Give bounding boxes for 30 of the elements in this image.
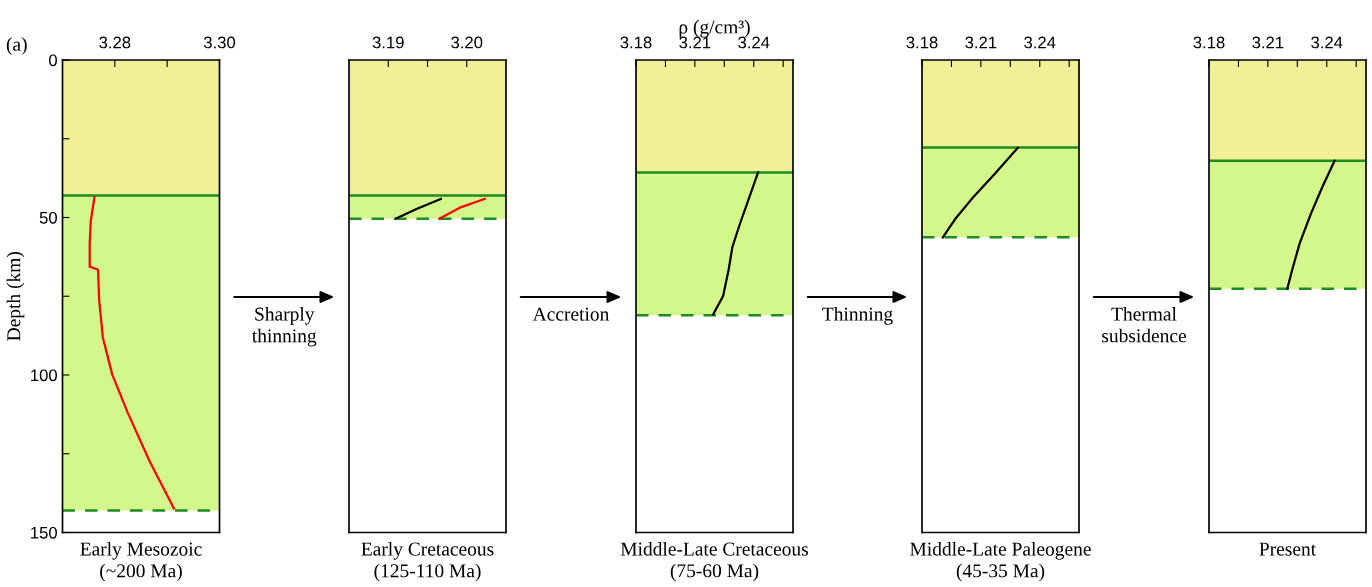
y-tick-label: 0 — [49, 54, 57, 67]
y-tick-label: 150 — [31, 526, 57, 539]
y-axis-title: Depth (km) — [6, 252, 25, 341]
text: Present — [1259, 542, 1317, 556]
x-tick-label: 3.21 — [679, 36, 711, 49]
text: Early Mesozoic (~200 Ma) — [80, 541, 202, 582]
x-tick-label: 3.28 — [99, 36, 131, 49]
text: Middle-Late Cretaceous (75-60 Ma) — [620, 541, 809, 582]
line-series — [88, 196, 176, 510]
x-tick-label: 3.21 — [1252, 36, 1284, 49]
x-tick-label: 3.24 — [1024, 36, 1056, 49]
x-tick-label: 3.24 — [1311, 36, 1343, 49]
text: Thermal subsidence — [1102, 307, 1186, 343]
text: Accretion — [532, 307, 610, 321]
x-tick-label: 3.30 — [203, 36, 236, 49]
y-tick-label: 50 — [39, 211, 57, 224]
x-axis-title: ρ (g/cm³) — [679, 19, 750, 38]
x-tick-label: 3.18 — [620, 36, 652, 49]
x-tick-label: 3.24 — [738, 36, 770, 49]
x-tick-label: 3.18 — [906, 36, 938, 49]
x-tick-label: 3.19 — [372, 36, 404, 49]
text: Middle-Late Paleogene (45-35 Ma) — [910, 541, 1091, 582]
text: Early Cretaceous (125-110 Ma) — [361, 541, 494, 582]
text: (a) — [6, 37, 27, 55]
text: Sharply thinning — [252, 307, 317, 347]
text: Thinning — [822, 307, 893, 325]
x-tick-label: 3.18 — [1193, 36, 1225, 49]
y-tick-label: 100 — [31, 369, 57, 382]
x-tick-label: 3.20 — [451, 36, 483, 49]
x-tick-label: 3.21 — [965, 36, 997, 49]
